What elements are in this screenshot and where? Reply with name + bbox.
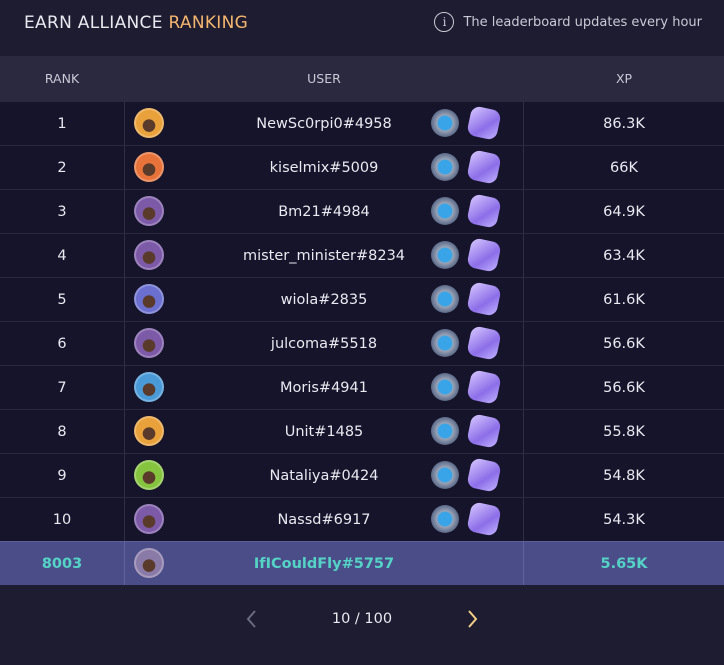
- badge: [431, 153, 459, 181]
- avatar: [134, 460, 164, 490]
- xp: 63.4K: [523, 234, 724, 277]
- pagination: 10 / 100: [0, 596, 724, 642]
- info: i The leaderboard updates every hour: [434, 12, 702, 32]
- rank: 10: [52, 511, 72, 528]
- column-header: RANK: [44, 71, 80, 86]
- rank: 7: [57, 379, 67, 396]
- avatar: [134, 416, 164, 446]
- avatar: [134, 152, 164, 182]
- header: EARN ALLIANCE RANKING i The leaderboard u…: [0, 0, 724, 56]
- title-main: EARN ALLIANCE: [24, 13, 163, 33]
- title-accent: RANKING: [168, 13, 249, 33]
- xp: 56.6K: [523, 366, 724, 409]
- rank: 4: [57, 247, 67, 264]
- xp: 55.8K: [523, 410, 724, 453]
- xp: 86.3K: [523, 102, 724, 145]
- xp: 56.6K: [523, 322, 724, 365]
- table-row: 8 Unit#1485 55.8K: [0, 409, 724, 453]
- table-row: 6 julcoma#5518 56.6K: [0, 321, 724, 365]
- current-user-row: 8003 IfICouldFly#5757 5.65K: [0, 541, 724, 585]
- table-row: 3 Bm21#4984 64.9K: [0, 189, 724, 233]
- user: wiola#2835: [124, 278, 523, 321]
- table-row: 7 Moris#4941 56.6K: [0, 365, 724, 409]
- rank: 5: [57, 291, 67, 308]
- xp: 54.3K: [523, 498, 724, 541]
- info-icon: i: [434, 12, 455, 32]
- user: Nataliya#0424: [124, 454, 523, 497]
- badge: [431, 329, 459, 357]
- badge: [431, 461, 459, 489]
- badge: [431, 109, 459, 137]
- user: Nassd#6917: [124, 498, 523, 541]
- user: Unit#1485: [124, 410, 523, 453]
- user: IfICouldFly#5757: [124, 542, 523, 585]
- xp: 66K: [523, 146, 724, 189]
- avatar: [134, 548, 164, 578]
- user: mister_minister#8234: [124, 234, 523, 277]
- table-row: 4 mister_minister#8234 63.4K: [0, 233, 724, 277]
- xp: 54.8K: [523, 454, 724, 497]
- avatar: [134, 504, 164, 534]
- badge: [431, 285, 459, 313]
- user: julcoma#5518: [124, 322, 523, 365]
- avatar: [134, 372, 164, 402]
- page-indicator: 10 / 100: [331, 611, 393, 627]
- avatar: [134, 328, 164, 358]
- xp: 61.6K: [523, 278, 724, 321]
- rank: 9: [57, 467, 67, 484]
- xp: 64.9K: [523, 190, 724, 233]
- rank: 1: [57, 115, 67, 132]
- user: Bm21#4984: [124, 190, 523, 233]
- title: EARN ALLIANCE RANKING: [24, 13, 248, 33]
- table-row: 9 Nataliya#0424 54.8K: [0, 453, 724, 497]
- rank: 8: [57, 423, 67, 440]
- prev-page[interactable]: [241, 608, 263, 630]
- user: kiselmix#5009: [124, 146, 523, 189]
- badge: [431, 505, 459, 533]
- user: NewSc0rpi0#4958: [124, 102, 523, 145]
- table-header: RANK USER XP: [0, 56, 724, 101]
- badge: [431, 197, 459, 225]
- table-row: 2 kiselmix#5009 66K: [0, 145, 724, 189]
- avatar: [134, 196, 164, 226]
- badge: [431, 417, 459, 445]
- xp: 5.65K: [523, 542, 724, 585]
- avatar: [134, 284, 164, 314]
- table-row: 5 wiola#2835 61.6K: [0, 277, 724, 321]
- badge: [431, 373, 459, 401]
- table-row: 1 NewSc0rpi0#4958 86.3K: [0, 101, 724, 145]
- badge: [431, 241, 459, 269]
- rank: 3: [57, 203, 67, 220]
- avatar: [134, 108, 164, 138]
- rank: 2: [57, 159, 67, 176]
- info-text: The leaderboard updates every hour: [463, 14, 702, 30]
- next-page[interactable]: [461, 608, 483, 630]
- rank: 8003: [41, 555, 83, 572]
- table-row: 10 Nassd#6917 54.3K: [0, 497, 724, 541]
- column-header: USER: [307, 71, 341, 86]
- avatar: [134, 240, 164, 270]
- rank: 6: [57, 335, 67, 352]
- column-header: XP: [615, 71, 633, 86]
- user: Moris#4941: [124, 366, 523, 409]
